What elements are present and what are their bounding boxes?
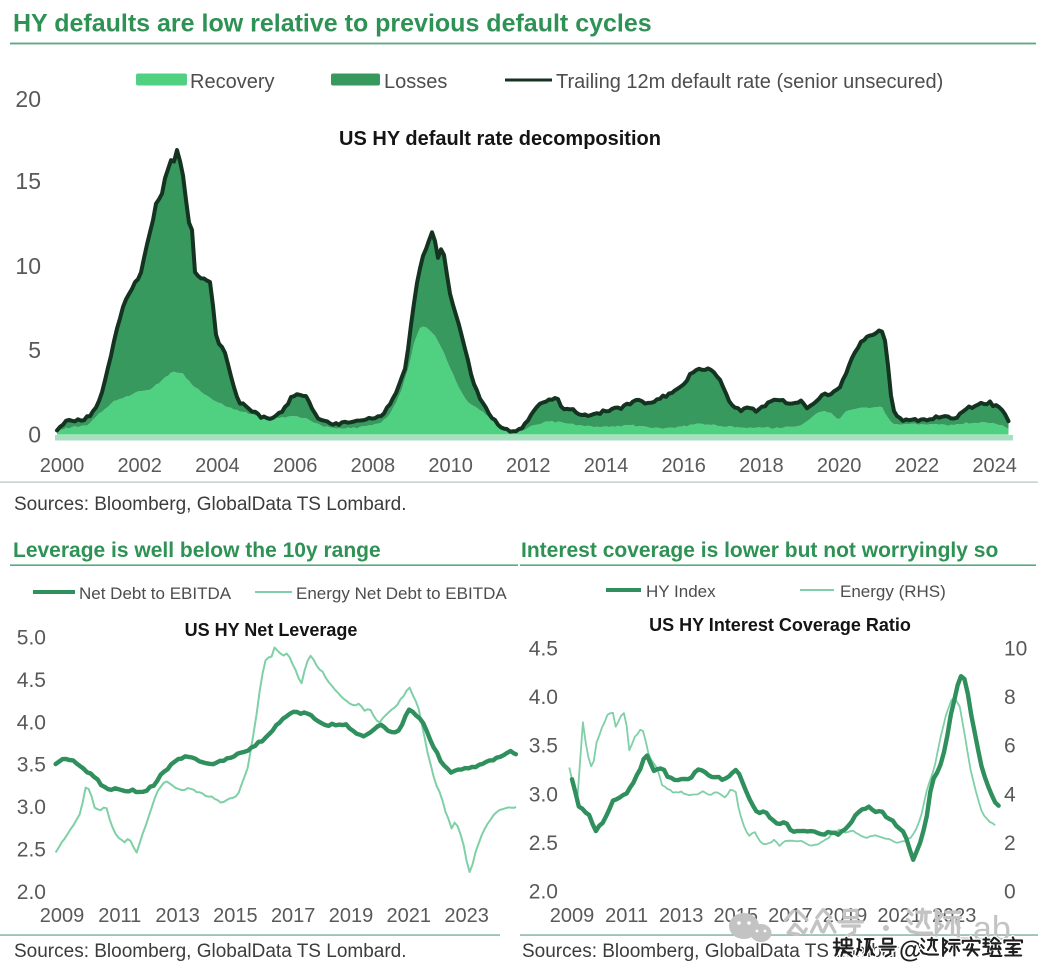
svg-text:4.0: 4.0 <box>17 711 46 734</box>
svg-text:2: 2 <box>1004 832 1016 855</box>
svg-text:2016: 2016 <box>661 455 706 477</box>
svg-text:3.0: 3.0 <box>17 796 46 819</box>
svg-text:4.0: 4.0 <box>529 686 558 709</box>
svg-text:15: 15 <box>15 168 41 194</box>
svg-text:Leverage is well below the 10y: Leverage is well below the 10y range <box>13 539 381 562</box>
svg-text:Sources: Bloomberg, GlobalData: Sources: Bloomberg, GlobalData TS Lombar… <box>522 941 915 962</box>
svg-text:HY defaults are low relative t: HY defaults are low relative to previous… <box>13 10 652 38</box>
svg-text:20: 20 <box>15 86 41 112</box>
svg-text:US HY default rate decompositi: US HY default rate decomposition <box>339 128 661 150</box>
svg-text:4: 4 <box>1004 783 1016 806</box>
svg-text:2021: 2021 <box>387 905 432 927</box>
svg-text:Interest coverage is lower but: Interest coverage is lower but not worry… <box>521 539 998 562</box>
svg-text:2008: 2008 <box>351 455 396 477</box>
svg-text:4.5: 4.5 <box>17 669 46 692</box>
svg-text:2010: 2010 <box>428 455 473 477</box>
svg-text:2020: 2020 <box>817 455 862 477</box>
svg-text:10: 10 <box>1004 638 1027 661</box>
svg-text:Energy Net Debt to EBITDA: Energy Net Debt to EBITDA <box>296 584 507 603</box>
svg-text:3.5: 3.5 <box>17 754 46 777</box>
svg-text:Recovery: Recovery <box>190 71 274 93</box>
svg-text:2022: 2022 <box>895 455 940 477</box>
svg-text:2024: 2024 <box>972 455 1017 477</box>
svg-text:2021: 2021 <box>877 905 922 927</box>
svg-text:2002: 2002 <box>117 455 162 477</box>
svg-text:5: 5 <box>28 337 41 363</box>
svg-text:HY Index: HY Index <box>646 582 716 601</box>
svg-text:2015: 2015 <box>213 905 258 927</box>
svg-text:Energy (RHS): Energy (RHS) <box>840 582 946 601</box>
svg-text:3.5: 3.5 <box>529 735 558 758</box>
svg-text:Sources: Bloomberg, GlobalData: Sources: Bloomberg, GlobalData TS Lombar… <box>14 941 407 962</box>
svg-text:2013: 2013 <box>155 905 200 927</box>
svg-text:2018: 2018 <box>739 455 784 477</box>
svg-text:@: @ <box>899 937 922 964</box>
svg-text:2011: 2011 <box>98 905 141 927</box>
svg-text:Net Debt to EBITDA: Net Debt to EBITDA <box>79 584 232 603</box>
svg-text:2.0: 2.0 <box>529 881 558 904</box>
svg-text:2.5: 2.5 <box>529 832 558 855</box>
svg-text:2009: 2009 <box>40 905 85 927</box>
svg-text:Losses: Losses <box>384 71 447 93</box>
svg-text:8: 8 <box>1004 686 1016 709</box>
svg-text:2019: 2019 <box>329 905 374 927</box>
svg-text:3.0: 3.0 <box>529 783 558 806</box>
svg-text:2009: 2009 <box>550 905 595 927</box>
svg-text:2004: 2004 <box>195 455 240 477</box>
svg-text:2017: 2017 <box>271 905 316 927</box>
svg-text:2.0: 2.0 <box>17 881 46 904</box>
svg-text:4.5: 4.5 <box>529 638 558 661</box>
svg-text:5.0: 5.0 <box>17 627 46 650</box>
svg-text:2.5: 2.5 <box>17 839 46 862</box>
svg-text:2014: 2014 <box>584 455 629 477</box>
svg-text:10: 10 <box>15 253 41 279</box>
svg-text:2000: 2000 <box>40 455 85 477</box>
svg-text:6: 6 <box>1004 735 1016 758</box>
svg-text:2023: 2023 <box>444 905 489 927</box>
svg-text:2013: 2013 <box>659 905 704 927</box>
svg-text:0: 0 <box>1004 881 1016 904</box>
svg-text:US HY Interest Coverage Ratio: US HY Interest Coverage Ratio <box>649 615 911 635</box>
svg-text:Sources: Bloomberg, GlobalData: Sources: Bloomberg, GlobalData TS Lombar… <box>14 494 407 515</box>
svg-text:2011: 2011 <box>605 905 648 927</box>
svg-text:Trailing 12m default rate (sen: Trailing 12m default rate (senior unsecu… <box>556 71 943 93</box>
svg-text:2012: 2012 <box>506 455 551 477</box>
svg-text:US HY Net Leverage: US HY Net Leverage <box>185 620 358 640</box>
svg-text:0: 0 <box>28 422 41 448</box>
svg-text:2006: 2006 <box>273 455 318 477</box>
